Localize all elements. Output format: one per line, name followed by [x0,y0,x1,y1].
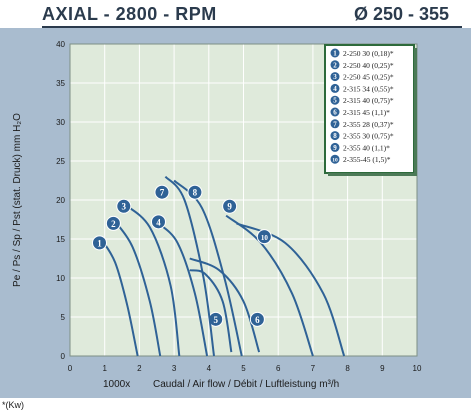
legend-number: 10 [332,158,338,164]
legend-label: 2-315 40 (0,75)* [343,96,394,105]
x-tick-label: 5 [241,364,246,373]
series-marker-2 [105,215,121,231]
y-tick-label: 10 [56,274,65,283]
series-curve-1 [100,238,139,357]
series-number: 6 [255,315,260,325]
legend-number: 1 [333,50,337,58]
x-tick-label: 3 [172,364,177,373]
series-number: 1 [97,238,102,248]
legend-label: 2-250 30 (0,18)* [343,49,394,58]
legend-label: 2-250 45 (0,25)* [343,73,394,82]
legend-number: 4 [333,85,337,93]
x-axis-ticks: 0 1 2 3 4 5 6 7 8 9 10 [68,364,422,373]
legend-box [324,44,415,174]
footnote: *(Kw) [2,400,24,410]
x-tick-label: 7 [311,364,316,373]
legend-label: 2-315 45 (1,1)* [343,108,390,117]
series-curve-4 [157,222,209,357]
series-marker-6 [249,311,265,327]
x-axis-title: Caudal / Air flow / Débit / Luftleistung… [153,379,339,390]
series-number: 2 [111,219,116,229]
x-tick-label: 0 [68,364,73,373]
legend-number: 7 [333,120,337,128]
series-number: 5 [213,315,218,325]
series-number: 8 [193,188,198,198]
series-number: 10 [261,234,269,242]
y-tick-label: 5 [61,313,66,322]
x-tick-label: 8 [345,364,350,373]
series-marker-10 [256,229,272,245]
series-curve-9 [225,214,314,357]
series-marker-8 [187,184,203,200]
y-tick-label: 30 [56,118,65,127]
series-curve-7 [164,175,215,357]
y-tick-label: 0 [61,352,66,361]
series-marker-1 [91,235,107,251]
y-tick-label: 25 [56,157,65,166]
legend-marker [330,131,340,141]
series-number: 3 [122,202,127,212]
legend-marker [330,154,340,164]
series-curve-6 [189,257,261,353]
legend-number: 2 [333,61,337,69]
x-tick-label: 6 [276,364,281,373]
legend-number: 5 [333,97,337,105]
legend-number: 6 [333,109,337,117]
legend-marker [330,60,340,70]
curves: 123 4 5 6 7 8 9 10 [91,175,346,357]
legend-label: 2-355-45 (1,5)* [343,155,391,164]
y-tick-label: 15 [56,235,65,244]
legend-label: 2-355 28 (0,37)* [343,120,394,129]
legend-label: 2-355 30 (0,75)* [343,132,394,141]
series-marker-7 [154,184,170,200]
legend-marker [330,142,340,152]
series-marker-9 [222,198,238,214]
legend-marker [330,83,340,93]
plot-border [69,43,418,357]
series-marker-3 [116,198,132,214]
series-marker-4 [150,214,166,230]
x-axis-multiplier: 1000x [103,379,130,390]
x-tick-label: 9 [380,364,385,373]
legend-marker [330,72,340,82]
legend-shadow [328,173,417,176]
legend: 1 2-250 30 (0,18)* 2 2-250 40 (0,25)* 3 2-250… [324,44,417,176]
y-tick-label: 35 [56,79,65,88]
x-tick-label: 4 [207,364,212,373]
chart-title: AXIAL - 2800 - RPM [42,4,217,24]
legend-marker [330,95,340,105]
y-axis-ticks: 0 5 10 15 20 25 30 35 40 [56,40,65,361]
y-tick-label: 20 [56,196,65,205]
x-tick-label: 10 [413,364,422,373]
series-curve-5 [189,269,233,353]
legend-marker [330,119,340,129]
legend-shadow [414,48,417,176]
series-curve-2 [112,218,162,357]
legend-label: 2-315 34 (0,55)* [343,84,394,93]
header-rule [42,26,462,28]
series-curve-3 [123,203,181,357]
x-tick-label: 1 [102,364,107,373]
series-number: 9 [227,202,232,212]
legend-label: 2-250 40 (0,25)* [343,61,394,70]
x-tick-label: 2 [137,364,142,373]
y-axis-title: Pe / Ps / Sp / Pst (stat. Druck) mm H₂O [12,113,23,287]
legend-number: 9 [333,144,337,152]
header: AXIAL - 2800 - RPM Ø 250 - 355 [0,0,471,28]
legend-number: 8 [333,132,337,140]
series-number: 4 [156,217,161,227]
legend-marker [330,48,340,58]
diameter-range: Ø 250 - 355 [353,4,449,24]
series-number: 7 [160,188,165,198]
legend-number: 3 [333,73,337,81]
y-tick-label: 40 [56,40,65,49]
legend-label: 2-355 40 (1,1)* [343,143,390,152]
legend-marker [330,107,340,117]
